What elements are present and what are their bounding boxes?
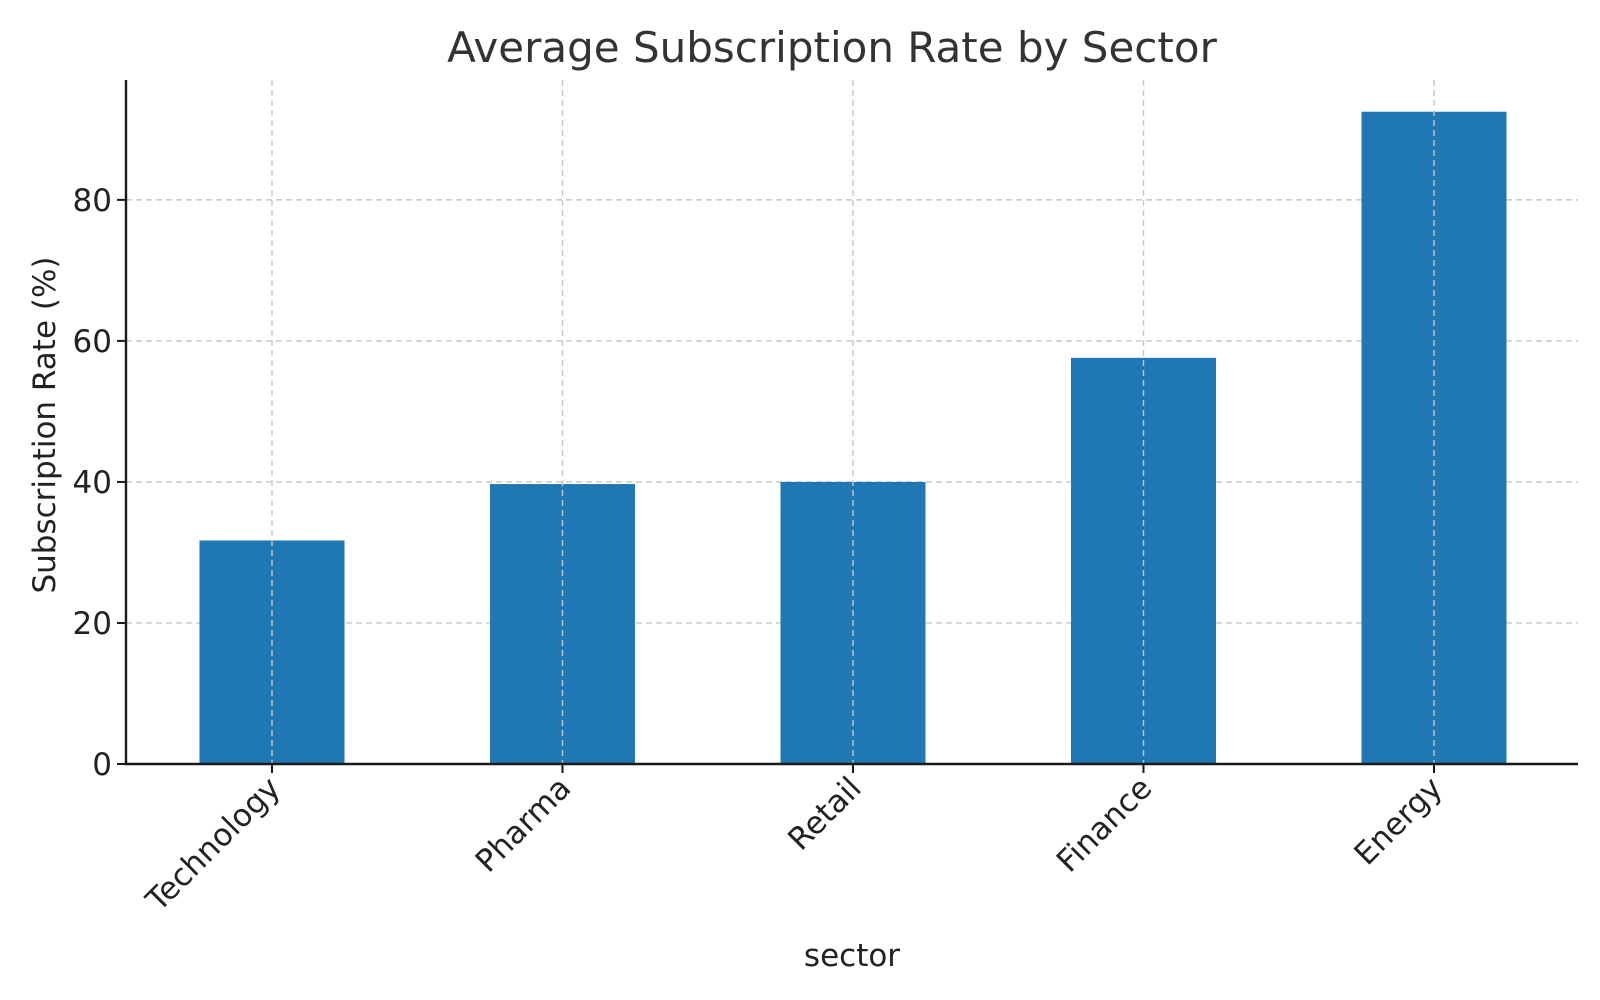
chart-title: Average Subscription Rate by Sector	[447, 23, 1217, 72]
x-tick-label: Pharma	[469, 770, 578, 879]
x-axis-label: sector	[804, 938, 900, 974]
x-tick-label: Retail	[781, 770, 868, 857]
bar	[1361, 111, 1507, 765]
bars-layer	[199, 111, 1507, 765]
y-tick-label: 60	[73, 324, 112, 360]
y-axis-label: Subscription Rate (%)	[27, 256, 63, 593]
y-tick-label: 80	[73, 183, 112, 219]
x-grid-layer	[271, 80, 1435, 764]
y-ticks: 0 20 40 60 80	[73, 183, 126, 783]
y-tick-label: 40	[73, 465, 112, 501]
x-tick-label: Finance	[1050, 770, 1159, 879]
x-tick-label: Technology	[139, 770, 288, 919]
y-tick-label: 20	[73, 606, 112, 642]
x-ticks: Technology Pharma Retail Finance Energy	[139, 764, 1450, 919]
y-tick-label: 0	[92, 747, 112, 783]
x-tick-label: Energy	[1347, 770, 1449, 872]
